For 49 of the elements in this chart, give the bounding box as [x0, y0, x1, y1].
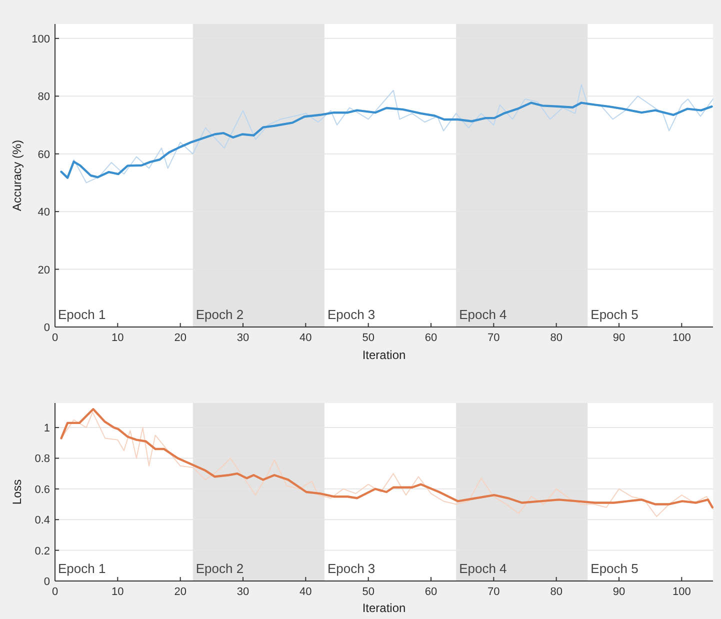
annotation: Epoch 1 — [58, 561, 106, 576]
x-tick-label: 50 — [362, 586, 374, 598]
x-tick-label: 80 — [550, 586, 562, 598]
y-tick-label: 20 — [38, 264, 50, 276]
y-tick-label: 0 — [44, 576, 50, 588]
annotation: Epoch 3 — [327, 561, 376, 576]
annotation: Epoch 5 — [590, 561, 638, 576]
y-tick-label: 0.4 — [34, 514, 50, 527]
x-tick-label: 40 — [300, 332, 312, 344]
x-tick-label: 100 — [672, 586, 691, 598]
x-tick-label: 0 — [52, 332, 58, 344]
band-label: Epoch 4 — [459, 561, 507, 576]
x-tick-label: 90 — [612, 332, 626, 344]
x-tick-label: 20 — [174, 332, 186, 344]
x-axis-title: Iteration — [362, 348, 406, 362]
y-tick-label: 0 — [44, 322, 50, 334]
band-label: Epoch 4 — [459, 307, 507, 322]
y-tick-label: 40 — [38, 206, 50, 219]
band-label: Epoch 2 — [196, 561, 244, 576]
y-tick-label: 0.8 — [34, 453, 50, 466]
annotation: Epoch 3 — [327, 307, 376, 322]
x-tick-label: 10 — [112, 332, 124, 344]
y-tick-label: 0.6 — [34, 484, 50, 496]
x-tick-label: 100 — [672, 332, 691, 344]
x-tick-label: 30 — [236, 586, 250, 598]
y-tick-label: 60 — [38, 148, 50, 161]
x-tick-label: 70 — [488, 332, 500, 344]
x-tick-label: 80 — [550, 332, 562, 344]
x-axis-title: Iteration — [362, 601, 406, 615]
x-tick-label: 40 — [300, 586, 312, 598]
y-axis-title: Accuracy (%) — [10, 140, 24, 212]
band-label: Epoch 2 — [196, 307, 244, 322]
x-tick-label: 60 — [424, 332, 438, 344]
x-tick-label: 30 — [236, 332, 250, 344]
y-tick-label: 1 — [44, 422, 50, 435]
x-tick-label: 0 — [52, 586, 58, 598]
y-tick-label: 0.2 — [34, 545, 50, 558]
y-axis-title: Loss — [10, 479, 24, 505]
y-tick-label: 100 — [32, 33, 50, 46]
line-series — [60, 102, 713, 179]
x-tick-label: 60 — [424, 586, 438, 598]
x-tick-label: 10 — [112, 586, 124, 598]
x-tick-label: 20 — [174, 586, 186, 598]
x-tick-label: 50 — [362, 332, 374, 344]
x-tick-label: 70 — [488, 586, 500, 598]
annotation: Epoch 5 — [590, 307, 638, 322]
x-tick-label: 90 — [612, 586, 626, 598]
annotation: Epoch 1 — [58, 307, 106, 322]
y-tick-label: 80 — [38, 91, 50, 104]
